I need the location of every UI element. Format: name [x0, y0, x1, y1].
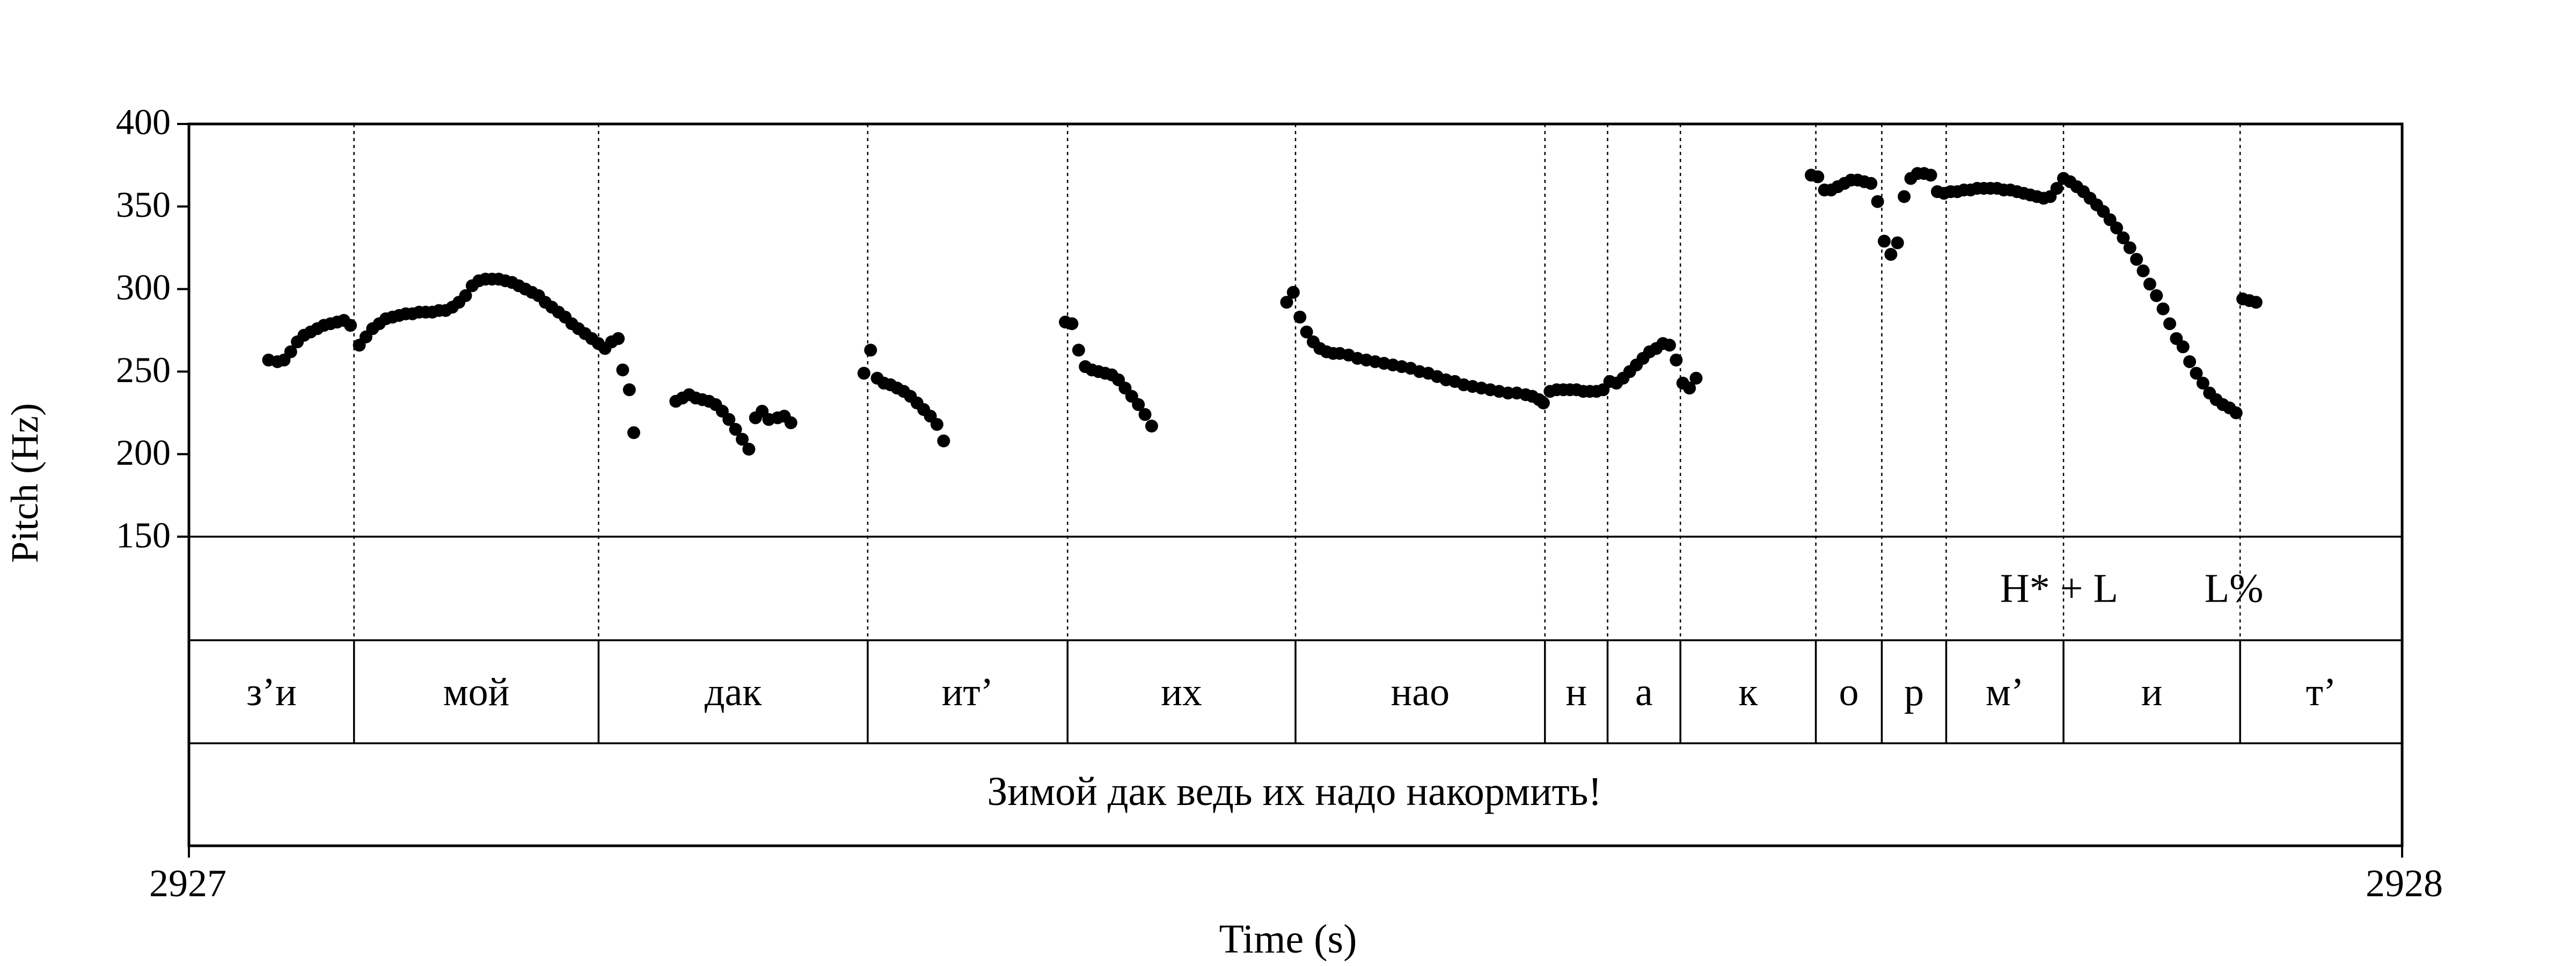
x-tick-label-end: 2928	[2366, 862, 2443, 905]
pitch-points	[262, 167, 2263, 456]
pitch-point	[1300, 325, 1313, 339]
pitch-point	[1663, 339, 1676, 352]
y-tick-label: 350	[116, 184, 171, 225]
pitch-point	[344, 319, 357, 332]
segment-label: н	[1565, 670, 1587, 714]
pitch-point	[2163, 317, 2176, 331]
segment-label: и	[2141, 670, 2163, 714]
pitch-point	[612, 332, 625, 345]
tone-label: L%	[2205, 566, 2264, 611]
segment-label: р	[1904, 670, 1924, 714]
segment-tier-labels: з’и мой дак ит’ их нао н а к о р м’ и т’	[246, 670, 2336, 714]
pitch-point	[1132, 398, 1145, 411]
segment-label: т’	[2306, 670, 2337, 714]
pitch-point	[1924, 169, 1937, 182]
pitch-point	[1286, 286, 1300, 299]
tone-label: H* + L	[2000, 566, 2118, 611]
pitch-point	[742, 442, 756, 456]
pitch-point	[627, 426, 640, 440]
pitch-point	[2150, 289, 2163, 302]
segment-label: мой	[443, 670, 509, 714]
segment-label: ит’	[942, 670, 994, 714]
x-tick-label-start: 2927	[149, 862, 226, 905]
segment-label: нао	[1391, 670, 1450, 714]
pitch-point	[1898, 190, 1911, 203]
pitch-point	[1145, 419, 1158, 433]
segment-label: к	[1738, 670, 1758, 714]
y-tick-labels: 400 350 300 250 200 150	[116, 101, 171, 555]
tone-tier-labels: H* + L L%	[2000, 566, 2264, 611]
pitch-point	[2123, 241, 2136, 254]
pitch-point	[2229, 406, 2243, 420]
y-tick-label: 150	[116, 515, 171, 555]
pitch-point	[2143, 277, 2156, 291]
segment-label: о	[1839, 670, 1859, 714]
segment-label: а	[1635, 670, 1653, 714]
pitch-point	[1501, 386, 1514, 400]
pitch-point	[1280, 296, 1293, 309]
segment-label: м’	[1986, 670, 2024, 714]
pitch-point	[937, 434, 950, 448]
pitch-point	[1138, 408, 1152, 421]
y-tick-label: 250	[116, 349, 171, 390]
pitch-point	[930, 418, 943, 431]
axis-ticks	[177, 123, 2403, 858]
pitch-point	[1670, 353, 1683, 367]
y-tick-label: 300	[116, 267, 171, 308]
pitch-point	[722, 413, 736, 426]
y-axis-label: Pitch (Hz)	[3, 403, 46, 563]
pitch-point	[623, 383, 636, 397]
pitch-point	[284, 345, 297, 358]
pitch-point	[1072, 343, 1085, 357]
pitch-point	[1884, 248, 1898, 261]
pitch-point	[1811, 170, 1825, 184]
pitch-point	[1689, 371, 1703, 385]
pitch-point	[2190, 367, 2203, 380]
pitch-point	[1683, 382, 1696, 395]
x-axis-label: Time (s)	[1219, 917, 1357, 962]
pitch-point	[2136, 264, 2150, 277]
sentence-tier-text: Зимой дак ведь их надо накормить!	[987, 769, 1601, 814]
pitch-point	[2183, 355, 2197, 368]
pitch-point	[2249, 296, 2263, 309]
pitch-point	[1536, 396, 1550, 409]
pitch-point	[2196, 376, 2209, 390]
segment-label: их	[1161, 670, 1202, 714]
pitch-point	[2156, 302, 2170, 316]
pitch-point	[857, 367, 870, 380]
pitch-point	[736, 433, 749, 446]
pitch-point	[1871, 195, 1884, 208]
pitch-point	[616, 363, 630, 377]
pitch-point	[864, 343, 877, 357]
pitch-point	[1293, 310, 1307, 324]
pitch-point	[2050, 181, 2063, 195]
pitch-point	[1864, 177, 1878, 190]
y-tick-label: 400	[116, 101, 171, 142]
pitch-point	[2176, 340, 2190, 354]
y-tick-label: 200	[116, 432, 171, 473]
pitch-point	[459, 289, 472, 302]
pitch-point	[2110, 221, 2124, 235]
segment-label: з’и	[246, 670, 296, 714]
pitch-point	[729, 423, 742, 436]
pitch-point	[784, 416, 797, 429]
pitch-point	[1891, 236, 1904, 250]
segment-label: дак	[705, 670, 762, 714]
pitch-point	[2117, 231, 2130, 245]
pitch-point	[2130, 253, 2143, 266]
pitch-point	[1877, 235, 1891, 248]
pitch-point	[1065, 317, 1079, 331]
